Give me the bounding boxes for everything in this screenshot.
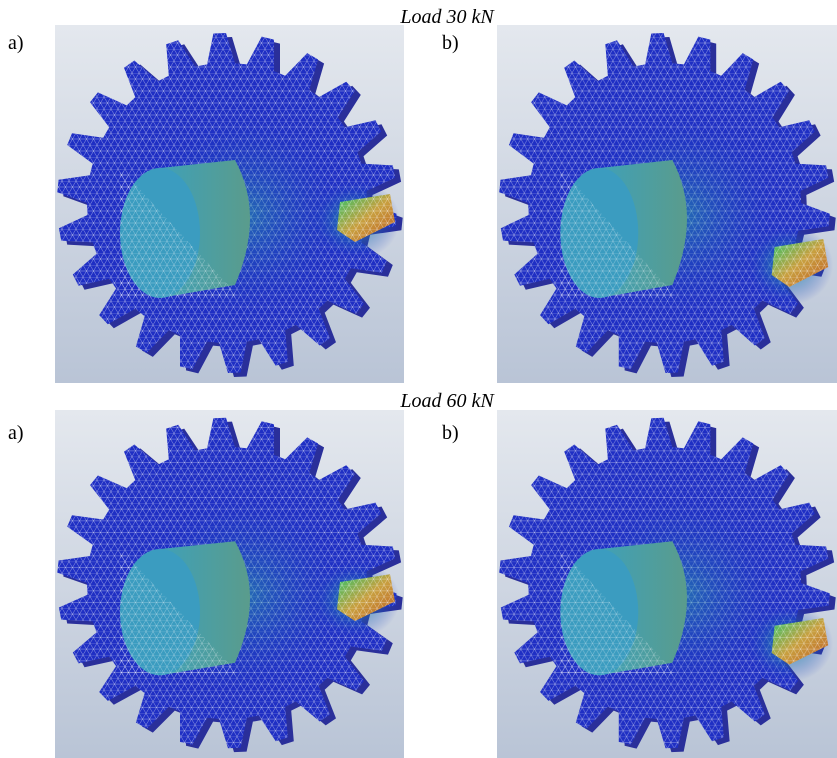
panel-label: b) [442, 32, 459, 55]
fea-image [55, 410, 404, 758]
panel-label: a) [8, 422, 24, 445]
panel-label: a) [8, 32, 24, 55]
fea-image [497, 25, 837, 383]
fea-image [497, 410, 837, 758]
fea-image [55, 25, 404, 383]
panel-label: b) [442, 422, 459, 445]
figure: Load 30 kN a) b) Load 60 kN a) b) (() =>… [0, 0, 837, 758]
